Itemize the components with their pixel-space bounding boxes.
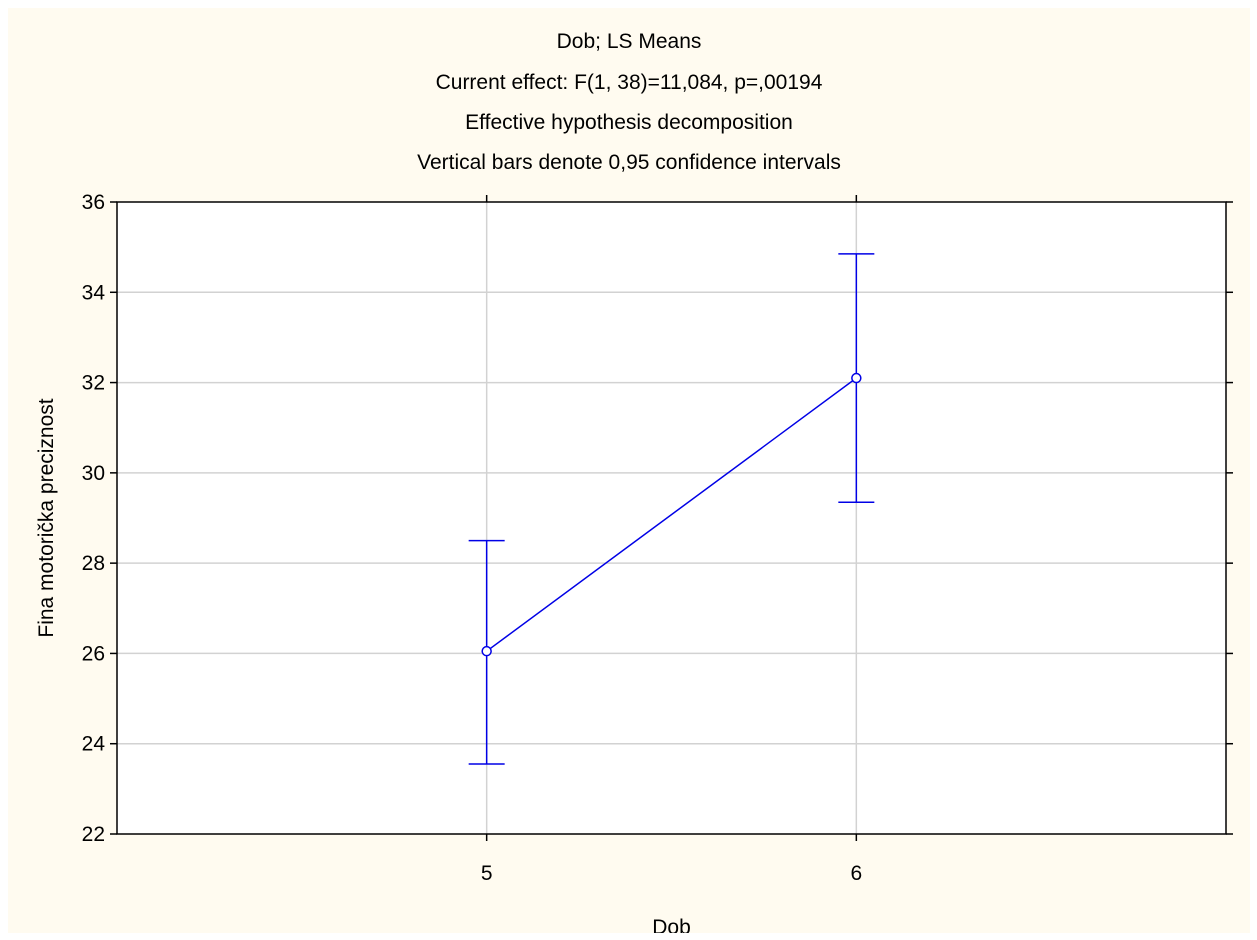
x-tick-label: 5	[481, 862, 493, 885]
mean-point	[481, 645, 492, 657]
plot-area	[117, 202, 1226, 834]
chart-svg: 22 24 26 28 30 32 34 36 5 6 Dob Fina motorička pr…	[35, 191, 1233, 933]
series-line	[486, 377, 857, 652]
chart-title-line-1: Dob; LS Means	[556, 30, 702, 53]
plot-frame	[116, 201, 1227, 835]
mean-point	[851, 372, 862, 384]
y-tick-label: 26	[82, 642, 105, 665]
y-tick-label: 32	[82, 372, 105, 395]
chart-title-line-3: Effective hypothesis decomposition	[465, 111, 793, 134]
y-tick-label: 34	[82, 281, 106, 304]
x-axis-label: Dob	[652, 916, 691, 933]
y-tick-label: 30	[82, 462, 105, 485]
y-tick-label: 28	[82, 552, 105, 575]
chart-title-line-4: Vertical bars denote 0,95 confidence int…	[417, 151, 841, 174]
x-tick-label: 6	[850, 862, 862, 885]
y-tick-label: 22	[82, 823, 105, 846]
chart-title-line-2: Current effect: F(1, 38)=11,084, p=,0019…	[435, 71, 823, 94]
y-tick-label: 24	[82, 733, 106, 756]
y-axis-label: Fina motorička preciznost	[35, 398, 58, 637]
y-tick-label: 36	[82, 191, 105, 214]
chart-figure: Dob; LS Means Current effect: F(1, 38)=1…	[8, 8, 1250, 933]
data-series	[468, 253, 875, 765]
axes: 22 24 26 28 30 32 34 36 5 6	[82, 191, 1233, 885]
